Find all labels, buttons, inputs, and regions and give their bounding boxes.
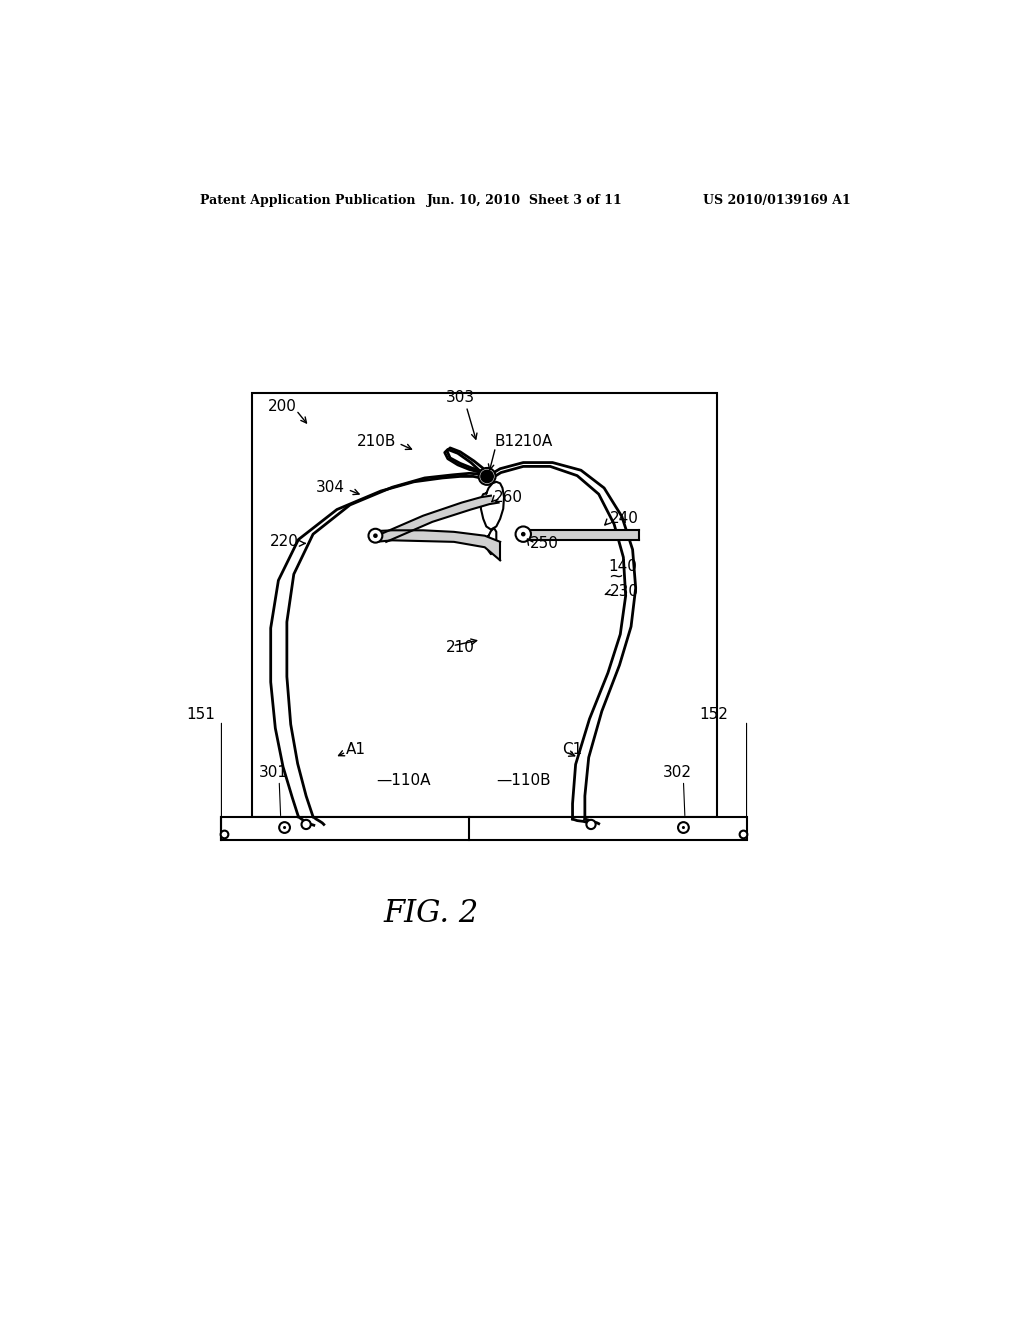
Text: B1: B1 bbox=[494, 434, 514, 449]
Text: 210A: 210A bbox=[514, 434, 553, 449]
Circle shape bbox=[515, 527, 531, 543]
Circle shape bbox=[369, 529, 382, 543]
Circle shape bbox=[373, 533, 378, 539]
Circle shape bbox=[280, 822, 290, 833]
Text: Jun. 10, 2010  Sheet 3 of 11: Jun. 10, 2010 Sheet 3 of 11 bbox=[427, 194, 623, 207]
Text: —110B: —110B bbox=[496, 774, 551, 788]
Circle shape bbox=[301, 820, 310, 829]
Text: 210B: 210B bbox=[356, 434, 396, 449]
Circle shape bbox=[587, 820, 596, 829]
Text: 140: 140 bbox=[608, 558, 637, 574]
Circle shape bbox=[220, 830, 228, 838]
Text: 304: 304 bbox=[315, 480, 345, 495]
Text: FIG. 2: FIG. 2 bbox=[383, 898, 478, 928]
Text: 250: 250 bbox=[529, 536, 558, 550]
Circle shape bbox=[739, 830, 748, 838]
Circle shape bbox=[480, 470, 494, 483]
Circle shape bbox=[478, 469, 496, 484]
Text: 260: 260 bbox=[494, 490, 523, 504]
Circle shape bbox=[283, 826, 286, 829]
Text: 301: 301 bbox=[258, 766, 288, 780]
Bar bbox=[221, 817, 746, 840]
Text: US 2010/0139169 A1: US 2010/0139169 A1 bbox=[702, 194, 851, 207]
Text: 302: 302 bbox=[663, 766, 692, 780]
Circle shape bbox=[521, 532, 525, 536]
Text: 210: 210 bbox=[446, 640, 475, 655]
Text: 303: 303 bbox=[445, 389, 475, 405]
Text: Patent Application Publication: Patent Application Publication bbox=[200, 194, 416, 207]
Polygon shape bbox=[523, 529, 639, 540]
Text: 200: 200 bbox=[267, 399, 297, 414]
Text: 240: 240 bbox=[609, 511, 638, 527]
Text: ~: ~ bbox=[608, 568, 623, 586]
Polygon shape bbox=[377, 496, 499, 543]
Circle shape bbox=[682, 826, 685, 829]
Text: 151: 151 bbox=[186, 706, 215, 722]
Text: 230: 230 bbox=[609, 583, 639, 599]
Polygon shape bbox=[376, 531, 500, 561]
Text: 220: 220 bbox=[269, 535, 298, 549]
Text: A1: A1 bbox=[346, 742, 367, 758]
Text: C1: C1 bbox=[562, 742, 582, 758]
Text: —110A: —110A bbox=[377, 774, 431, 788]
Bar bbox=[252, 393, 717, 817]
Text: 152: 152 bbox=[698, 706, 728, 722]
Circle shape bbox=[678, 822, 689, 833]
